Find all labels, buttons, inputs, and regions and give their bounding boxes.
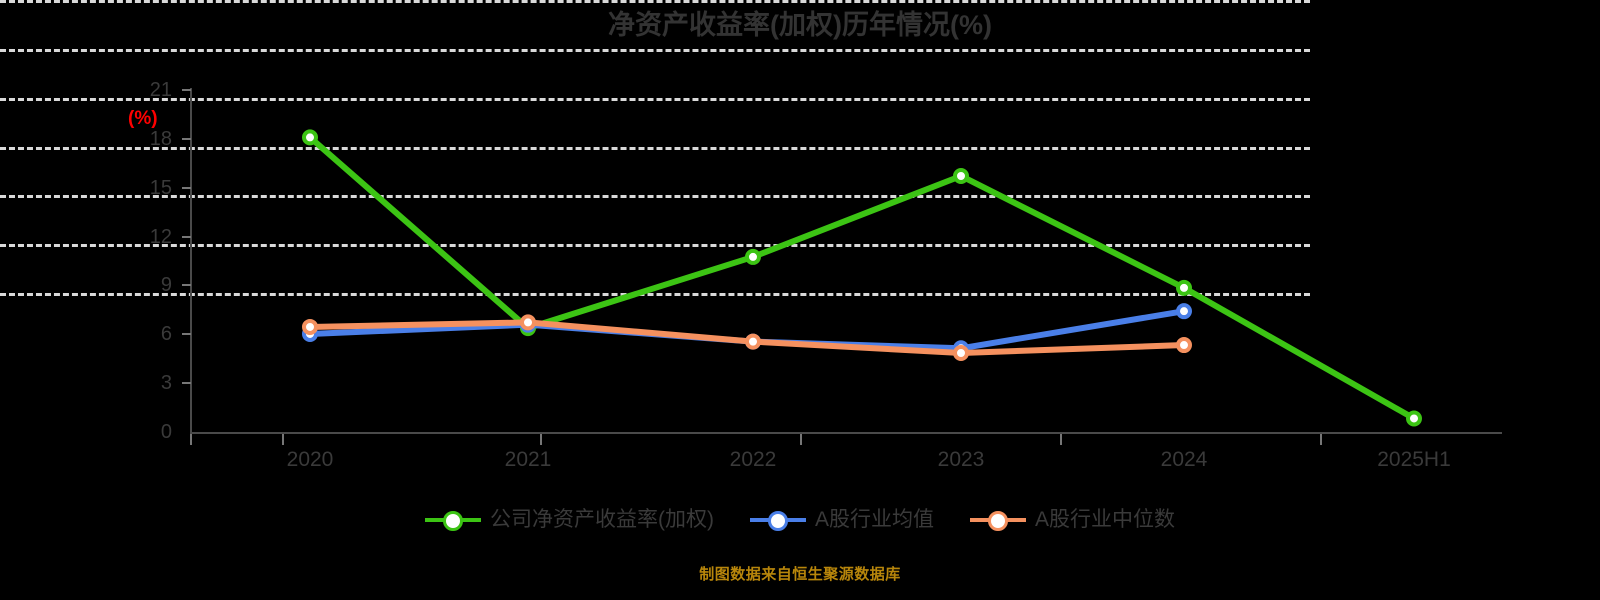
y-tick-label-21: 21 — [149, 79, 172, 101]
y-tick-label-3: 3 — [160, 372, 172, 395]
y-tick-label-18: 18 — [149, 127, 172, 150]
legend-item-company-roe[interactable]: 公司净资产收益率(加权) — [424, 507, 714, 533]
y-axis-line — [190, 88, 192, 434]
data-point-0-3[interactable] — [953, 167, 969, 184]
data-point-0-0[interactable] — [302, 129, 318, 146]
chart-legend: 公司净资产收益率(加权) A股行业均值 A股行业中位数 — [0, 507, 1600, 533]
x-tick-mark-5 — [1320, 434, 1322, 445]
gridline-12 — [0, 146, 1310, 150]
x-tick-label-2021: 2021 — [504, 448, 552, 471]
legend-item-industry-mean[interactable]: A股行业均值 — [749, 507, 934, 533]
y-tick-label-12: 12 — [149, 225, 172, 248]
legend-label-industry-median: A股行业中位数 — [1035, 508, 1176, 531]
data-point-1-4[interactable] — [1176, 303, 1192, 320]
y-tick-mark-3 — [182, 382, 191, 385]
data-point-0-2[interactable] — [745, 248, 761, 265]
gridline-6 — [0, 244, 1310, 248]
data-point-0-5[interactable] — [1406, 410, 1422, 427]
y-axis-unit-label: (%) — [128, 108, 158, 129]
y-tick-label-0: 0 — [160, 421, 172, 443]
x-tick-label-2022: 2022 — [729, 448, 777, 471]
data-point-0-4[interactable] — [1176, 279, 1192, 296]
x-tick-mark-2 — [540, 434, 542, 445]
y-tick-mark-6 — [182, 333, 191, 336]
x-tick-mark-4 — [1060, 434, 1062, 445]
x-tick-label-2020: 2020 — [286, 448, 334, 471]
y-tick-mark-18 — [182, 137, 191, 140]
y-tick-mark-12 — [182, 235, 191, 238]
data-point-2-3[interactable] — [953, 345, 969, 362]
x-tick-mark-3 — [800, 434, 802, 445]
gridline-15 — [0, 97, 1310, 101]
y-tick-label-6: 6 — [160, 323, 172, 346]
x-tick-label-2025h1: 2025H1 — [1377, 448, 1451, 471]
gridline-9 — [0, 195, 1310, 199]
y-tick-mark-9 — [182, 284, 191, 287]
x-tick-mark-0 — [190, 434, 192, 445]
legend-marker-green-icon — [424, 508, 481, 532]
legend-label-company-roe: 公司净资产收益率(加权) — [489, 508, 714, 531]
chart-title: 净资产收益率(加权)历年情况(%) — [608, 10, 992, 40]
legend-marker-blue-icon — [749, 508, 806, 532]
y-tick-label-9: 9 — [160, 274, 172, 297]
y-tick-mark-21 — [182, 89, 191, 91]
y-tick-mark-15 — [182, 186, 191, 189]
data-point-2-1[interactable] — [520, 314, 536, 331]
data-point-2-2[interactable] — [745, 333, 761, 350]
x-tick-label-2024: 2024 — [1160, 448, 1208, 471]
legend-label-industry-mean: A股行业均值 — [814, 508, 934, 531]
gridline-18 — [0, 48, 1310, 52]
x-tick-label-2023: 2023 — [937, 448, 985, 471]
gridline-3 — [0, 293, 1310, 297]
source-watermark: 制图数据来自恒生聚源数据库 — [699, 566, 901, 583]
series-line-0 — [307, 134, 1417, 422]
x-axis-line — [190, 432, 1502, 434]
legend-item-industry-median[interactable]: A股行业中位数 — [970, 507, 1175, 533]
gridline-21 — [0, 0, 1310, 3]
data-point-2-0[interactable] — [302, 318, 318, 335]
data-point-2-4[interactable] — [1176, 337, 1192, 354]
x-tick-mark-1 — [282, 434, 284, 445]
legend-marker-orange-icon — [970, 508, 1026, 532]
y-tick-label-15: 15 — [149, 176, 172, 199]
